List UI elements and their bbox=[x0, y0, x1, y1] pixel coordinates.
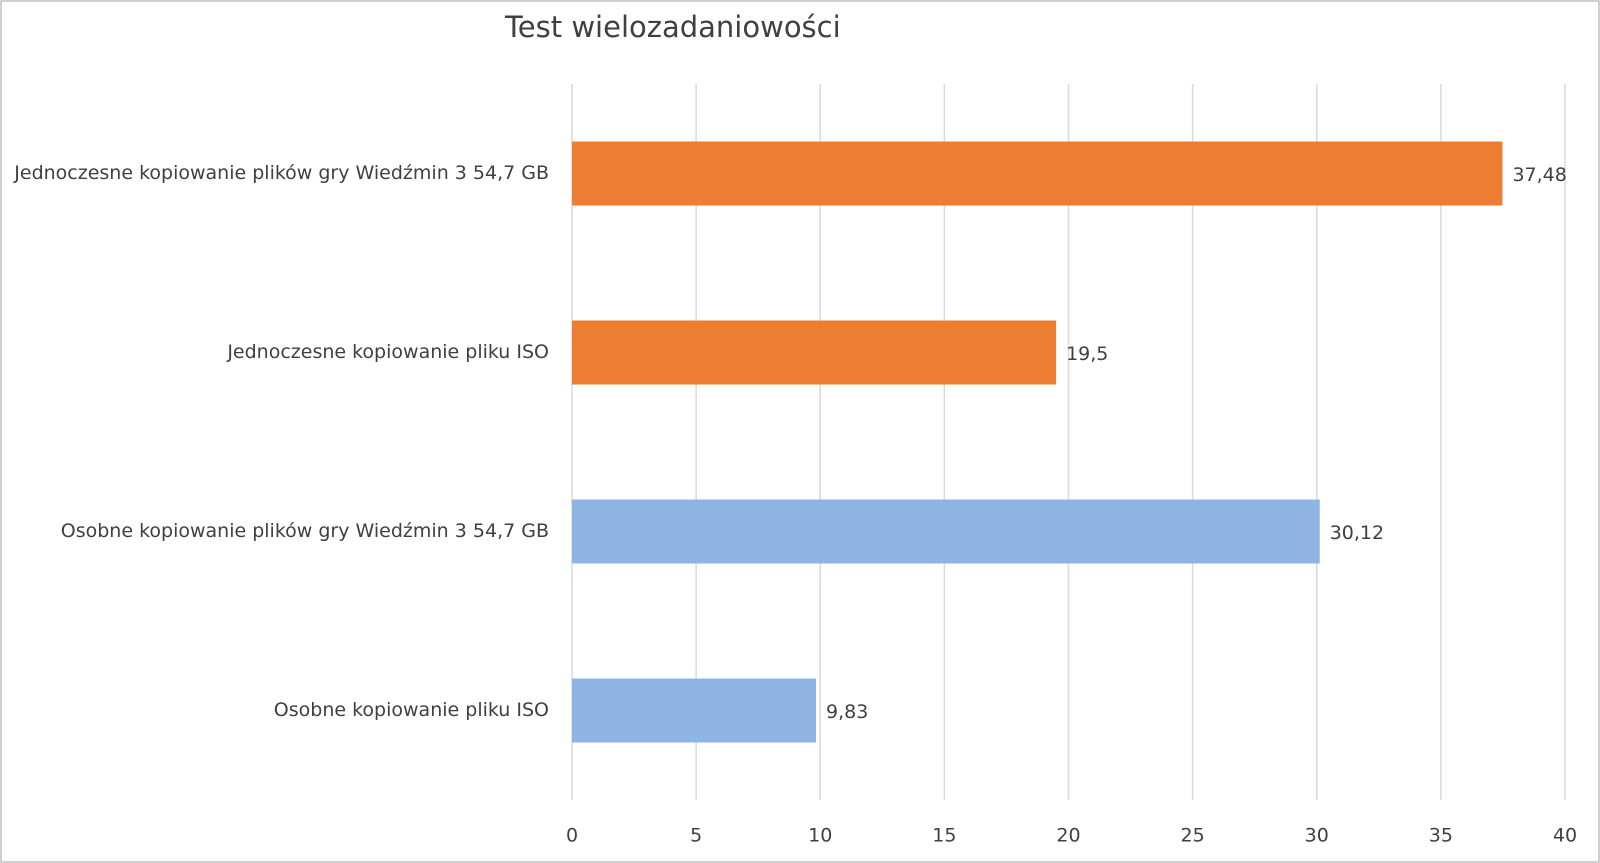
value-label: 30,12 bbox=[1330, 522, 1384, 544]
x-tick-label: 5 bbox=[690, 825, 702, 847]
x-tick-label: 25 bbox=[1181, 825, 1205, 847]
chart-title: Test wielozadaniowości bbox=[504, 10, 841, 44]
x-tick-label: 40 bbox=[1553, 825, 1577, 847]
x-tick-label: 0 bbox=[566, 825, 578, 847]
bar bbox=[572, 499, 1320, 564]
value-label: 37,48 bbox=[1512, 164, 1566, 186]
x-tick-label: 15 bbox=[932, 825, 956, 847]
value-label: 19,5 bbox=[1066, 343, 1108, 365]
bar bbox=[572, 678, 817, 743]
value-label: 9,83 bbox=[826, 701, 868, 723]
x-tick-label: 20 bbox=[1056, 825, 1080, 847]
y-tick-label: Jednoczesne kopiowanie plików gry Wiedźm… bbox=[13, 162, 549, 184]
bar bbox=[572, 141, 1503, 206]
x-tick-label: 10 bbox=[808, 825, 832, 847]
y-tick-label: Osobne kopiowanie pliku ISO bbox=[274, 699, 549, 721]
x-tick-label: 30 bbox=[1305, 825, 1329, 847]
bar bbox=[572, 320, 1057, 385]
x-tick-label: 35 bbox=[1429, 825, 1453, 847]
y-tick-label: Jednoczesne kopiowanie pliku ISO bbox=[226, 341, 549, 363]
y-tick-label: Osobne kopiowanie plików gry Wiedźmin 3 … bbox=[61, 520, 549, 542]
